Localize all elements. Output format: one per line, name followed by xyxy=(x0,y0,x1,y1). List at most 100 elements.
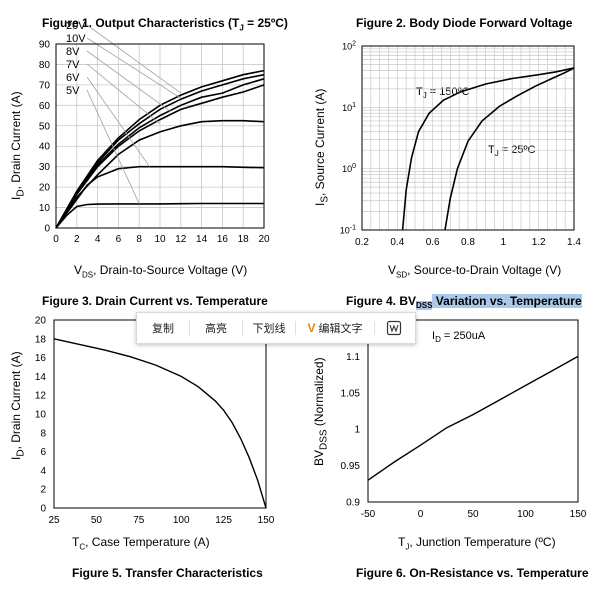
fig3-ytick-label: 2 xyxy=(40,485,46,496)
edit-text-label: 编辑文字 xyxy=(318,323,363,335)
fig4-ytick-label: 0.9 xyxy=(346,498,360,509)
fig6-title: Figure 6. On-Resistance vs. Temperature xyxy=(356,566,589,580)
fig3-title: Figure 3. Drain Current vs. Temperature xyxy=(42,294,268,308)
highlight-button[interactable]: 高亮 xyxy=(205,323,227,335)
fig3-ytick-label: 4 xyxy=(40,466,46,477)
text-recognize-icon xyxy=(386,320,402,336)
fig1-xtick-label: 10 xyxy=(154,234,166,245)
fig4-ytick-label: 1 xyxy=(354,425,360,436)
underline-button[interactable]: 下划线 xyxy=(252,323,286,335)
toolbar-divider xyxy=(242,321,243,335)
fig2-xlabel: VSD, Source-to-Drain Voltage (V) xyxy=(388,263,562,280)
fig3-ytick-label: 10 xyxy=(35,410,47,421)
fig1-xtick-label: 2 xyxy=(74,234,80,245)
fig3-series-line xyxy=(53,338,267,509)
fig1-ytick-label: 90 xyxy=(39,40,51,51)
fig3-ytick-label: 12 xyxy=(35,391,47,402)
fig4-xtick-label: -50 xyxy=(361,509,376,520)
fig1-xtick-label: 18 xyxy=(238,234,250,245)
fig1-ytick-label: 70 xyxy=(39,80,51,91)
fig1-legend-leader xyxy=(86,37,182,99)
fig2-series-line xyxy=(444,67,575,231)
fig1-legend-leader xyxy=(86,24,182,94)
fig3-ytick-label: 18 xyxy=(35,334,47,345)
fig2-xtick-label: 1.4 xyxy=(567,237,581,248)
fig1-series-line xyxy=(55,165,265,229)
fig2-ytick-label: 100 xyxy=(342,163,356,174)
fig4-ytick-label: 0.95 xyxy=(341,461,361,472)
fig1-legend-leader xyxy=(86,63,161,125)
fig1-legend-label: 5V xyxy=(66,85,80,97)
fig3-ytick-label: 20 xyxy=(35,316,47,327)
fig2-xtick-label: 1 xyxy=(501,237,507,248)
fig1-xtick-label: 12 xyxy=(175,234,187,245)
fig2-ytick-label: 102 xyxy=(342,41,356,52)
fig3-xlabel: TC, Case Temperature (A) xyxy=(72,535,210,552)
fig1-legend-leader xyxy=(86,76,150,167)
fig3-xtick-label: 75 xyxy=(133,515,145,526)
fig3-xtick-label: 25 xyxy=(48,515,60,526)
fig3-xtick-label: 150 xyxy=(258,515,275,526)
fig1-plot-frame xyxy=(55,43,265,229)
fig3-xtick-label: 100 xyxy=(173,515,190,526)
fig3-ytick-label: 14 xyxy=(35,372,47,383)
fig2-xtick-label: 0.6 xyxy=(426,237,440,248)
fig1-title: Figure 1. Output Characteristics (TJ = 2… xyxy=(42,16,288,33)
fig2-xtick-label: 1.2 xyxy=(532,237,546,248)
copy-button[interactable]: 复制 xyxy=(152,323,174,335)
fig1-ytick-label: 40 xyxy=(39,142,51,153)
fig2-ytick-label: 10-1 xyxy=(340,225,356,236)
fig1-xtick-label: 20 xyxy=(258,234,270,245)
fig1-legend-leader xyxy=(86,89,140,205)
selection-toolbar: 复制 高亮 下划线 V 编辑文字 xyxy=(136,312,416,344)
fig3-ytick-label: 16 xyxy=(35,353,47,364)
fig2-title: Figure 2. Body Diode Forward Voltage xyxy=(356,16,573,30)
text-recognize-button[interactable] xyxy=(375,313,413,343)
fig4-annotation: ID = 250uA xyxy=(432,330,486,345)
fig1-xtick-label: 16 xyxy=(217,234,229,245)
fig2-xtick-label: 0.2 xyxy=(355,237,369,248)
fig1-legend-label: 8V xyxy=(66,46,80,58)
fig3-plot-frame xyxy=(53,319,267,509)
fig3-xtick-label: 125 xyxy=(215,515,232,526)
fig1-ytick-label: 60 xyxy=(39,101,51,112)
fig1-legend-label: 20V xyxy=(66,20,86,32)
fig1-xtick-label: 0 xyxy=(53,234,59,245)
fig1-xtick-label: 4 xyxy=(95,234,101,245)
fig4-title: Figure 4. BVDSS Variation vs. Temperatur… xyxy=(346,294,582,311)
fig2-xtick-label: 0.4 xyxy=(390,237,404,248)
fig1-ytick-label: 10 xyxy=(39,203,51,214)
fig1-series-line xyxy=(55,202,264,229)
fig2-xtick-label: 0.8 xyxy=(461,237,475,248)
fig3-ytick-label: 8 xyxy=(40,428,46,439)
fig4-plot-frame xyxy=(367,319,579,503)
fig2-ytick-label: 101 xyxy=(342,102,356,113)
fig4-xlabel: TJ, Junction Temperature (ºC) xyxy=(398,535,556,552)
fig1-xtick-label: 14 xyxy=(196,234,208,245)
fig4-xtick-label: 0 xyxy=(418,509,424,520)
fig4-series-line xyxy=(367,355,579,481)
fig1-series-line xyxy=(55,84,265,229)
fig4-xtick-label: 50 xyxy=(467,509,479,520)
fig1-series-line xyxy=(55,119,265,229)
fig1-legend-label: 10V xyxy=(66,33,86,45)
fig1-legend-leader xyxy=(86,50,171,112)
vip-icon: V xyxy=(307,321,316,335)
fig1-legend-label: 7V xyxy=(66,59,80,71)
fig3-ytick-label: 0 xyxy=(40,504,46,515)
toolbar-divider xyxy=(295,321,296,335)
fig4-xtick-label: 150 xyxy=(570,509,587,520)
fig1-ytick-label: 50 xyxy=(39,121,51,132)
fig1-ytick-label: 20 xyxy=(39,183,51,194)
toolbar-divider xyxy=(189,321,190,335)
fig1-legend-label: 6V xyxy=(66,72,80,84)
fig1-xlabel: VDS, Drain-to-Source Voltage (V) xyxy=(74,263,248,280)
fig5-title: Figure 5. Transfer Characteristics xyxy=(72,566,263,580)
edit-text-button[interactable]: V 编辑文字 xyxy=(296,313,374,343)
fig2-plot-frame xyxy=(361,45,575,231)
fig2-series-line xyxy=(401,67,575,231)
fig3-ytick-label: 6 xyxy=(40,447,46,458)
fig1-xtick-label: 6 xyxy=(116,234,122,245)
fig4-xtick-label: 100 xyxy=(517,509,534,520)
